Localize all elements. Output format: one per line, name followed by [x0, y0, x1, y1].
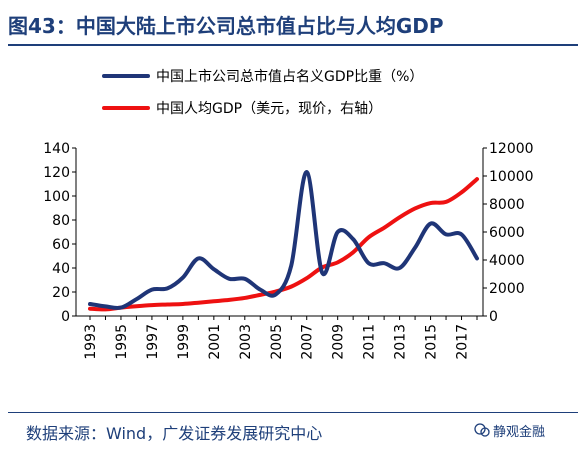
- right-tick-label: 12000: [489, 141, 534, 157]
- legend-label: 中国上市公司总市值占名义GDP比重（%）: [156, 68, 423, 85]
- right-tick-label: 6000: [489, 225, 525, 241]
- right-tick-label: 4000: [489, 253, 525, 269]
- source-note: 数据来源：Wind，广发证券发展研究中心: [26, 424, 323, 443]
- left-tick-label: 100: [43, 189, 70, 205]
- x-tick-label: 2011: [362, 324, 378, 360]
- left-tick-label: 140: [43, 141, 70, 157]
- title-divider: [8, 44, 578, 46]
- left-tick-label: 120: [43, 165, 70, 181]
- x-tick-label: 2003: [238, 324, 254, 360]
- x-tick-label: 1993: [83, 324, 99, 360]
- legend: 中国上市公司总市值占名义GDP比重（%） 中国人均GDP（美元，现价，右轴）: [102, 68, 423, 117]
- x-tick-label: 2005: [269, 324, 285, 360]
- page-title: 图43：中国大陆上市公司总市值占比与人均GDP: [8, 14, 444, 38]
- x-tick-label: 1997: [145, 324, 161, 360]
- right-tick-label: 2000: [489, 281, 525, 297]
- right-tick-label: 0: [489, 309, 498, 325]
- footer-divider: [8, 412, 578, 413]
- market-cap-ratio-line: [88, 169, 479, 311]
- x-tick-label: 2007: [300, 324, 316, 360]
- axes: 0 20 40 60 80 100 120 140 0 2000 4000 6000 8000 10000…: [43, 141, 533, 360]
- left-tick-label: 20: [52, 285, 70, 301]
- plot-area: [88, 169, 479, 312]
- x-tick-label: 1995: [114, 324, 130, 360]
- right-tick-label: 10000: [489, 169, 534, 185]
- left-tick-label: 60: [52, 237, 70, 253]
- x-tick-label: 2017: [455, 324, 471, 360]
- left-tick-label: 80: [52, 213, 70, 229]
- x-tick-label: 2009: [331, 324, 347, 360]
- x-tick-label: 1999: [176, 324, 192, 360]
- x-tick-label: 2013: [393, 324, 409, 360]
- left-tick-label: 0: [61, 309, 70, 325]
- legend-label: 中国人均GDP（美元，现价，右轴）: [156, 101, 382, 117]
- right-tick-label: 8000: [489, 197, 525, 213]
- brand-name: 静观金融: [493, 425, 546, 440]
- x-tick-label: 2015: [424, 324, 440, 360]
- left-tick-label: 40: [52, 261, 70, 277]
- brand-logo-icon: [474, 423, 490, 437]
- x-tick-label: 2001: [207, 324, 223, 360]
